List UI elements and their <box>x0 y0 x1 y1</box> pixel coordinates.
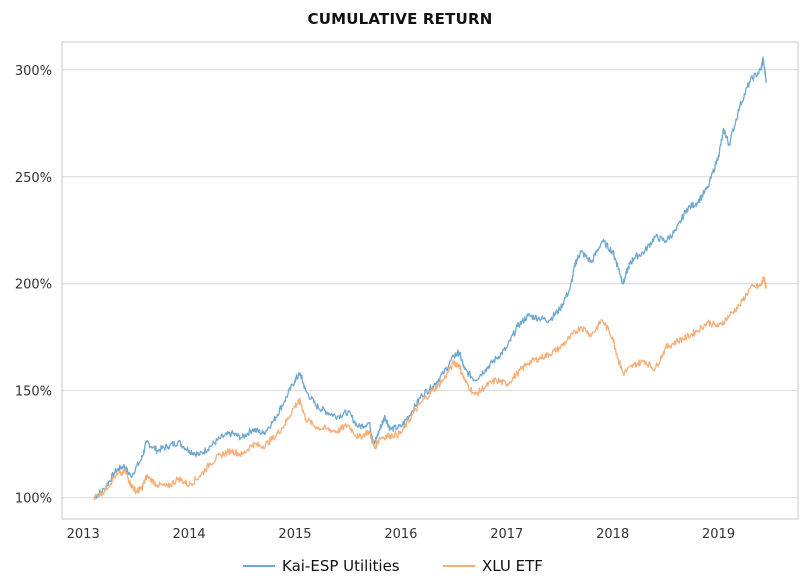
chart-title: CUMULATIVE RETURN <box>308 10 493 28</box>
legend-label: Kai-ESP Utilities <box>282 557 400 575</box>
y-tick-label: 150% <box>15 385 52 400</box>
legend: Kai-ESP Utilities XLU ETF <box>243 557 543 575</box>
legend-item: Kai-ESP Utilities <box>243 557 400 575</box>
plot-area <box>61 41 799 520</box>
x-tick-label: 2018 <box>596 527 629 542</box>
y-tick-label: 250% <box>15 171 52 186</box>
legend-item: XLU ETF <box>443 557 543 575</box>
x-tick-label: 2019 <box>702 527 735 542</box>
legend-label: XLU ETF <box>482 557 543 575</box>
series-layer <box>93 56 767 501</box>
series-line-1 <box>93 276 767 501</box>
gridlines <box>62 69 798 499</box>
series-line-0 <box>93 56 767 500</box>
x-tick-label: 2017 <box>490 527 523 542</box>
x-tick-label: 2015 <box>278 527 311 542</box>
x-tick-label: 2014 <box>173 527 206 542</box>
y-tick-label: 100% <box>15 492 52 507</box>
y-tick-label: 300% <box>15 64 52 79</box>
y-tick-label: 200% <box>15 278 52 293</box>
y-axis: 100% 150% 200% 250% 300% <box>15 64 52 507</box>
x-tick-label: 2013 <box>67 527 100 542</box>
x-axis: 2013 2014 2015 2016 2017 2018 2019 <box>67 527 735 542</box>
x-tick-label: 2016 <box>384 527 417 542</box>
